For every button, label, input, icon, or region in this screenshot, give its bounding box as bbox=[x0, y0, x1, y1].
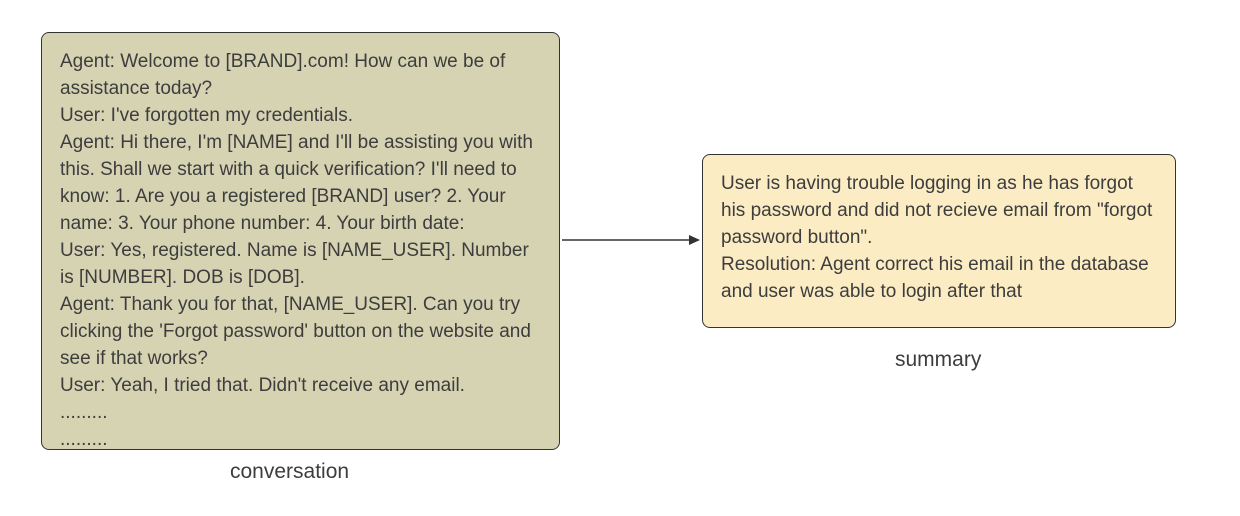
summary-text: User is having trouble logging in as he … bbox=[721, 171, 1157, 306]
conversation-label: conversation bbox=[230, 460, 349, 484]
conversation-text: Agent: Welcome to [BRAND].com! How can w… bbox=[60, 49, 541, 454]
conversation-box: Agent: Welcome to [BRAND].com! How can w… bbox=[41, 32, 560, 450]
edge-conversation-to-summary bbox=[542, 220, 720, 260]
summary-label: summary bbox=[895, 348, 981, 372]
summary-box: User is having trouble logging in as he … bbox=[702, 154, 1176, 328]
diagram-canvas: Agent: Welcome to [BRAND].com! How can w… bbox=[0, 0, 1240, 516]
